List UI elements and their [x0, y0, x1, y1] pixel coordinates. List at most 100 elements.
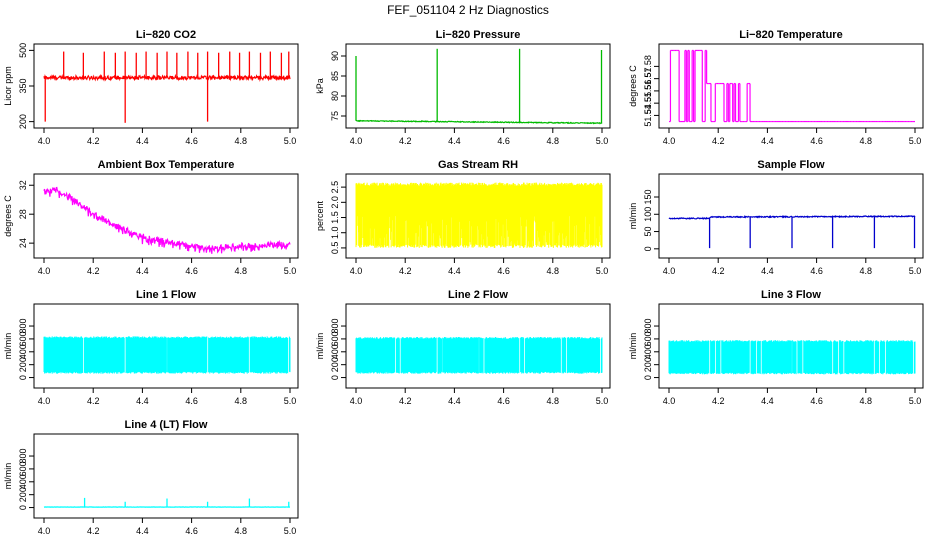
plot-frame — [345, 173, 611, 259]
chart-panel: Li−820 CO2 4.0 4.2 4.4 4.6 4.8 5.0 200 350 500 Lic… — [3, 29, 299, 146]
y-tick-label: 400 — [643, 344, 653, 359]
y-tick-label: 50 — [643, 227, 653, 237]
x-tick-label: 4.6 — [185, 136, 198, 146]
plot-frame — [33, 303, 299, 389]
y-axis-label: Licor ppm — [3, 66, 13, 106]
y-tick-label: 350 — [18, 78, 28, 93]
x-tick-label: 4.8 — [547, 396, 560, 406]
plot-frame — [345, 303, 611, 389]
x-tick-label: 4.4 — [136, 136, 149, 146]
plot-frame — [33, 43, 299, 129]
x-tick-label: 4.2 — [87, 136, 100, 146]
chart-panel: Sample Flow 4.0 4.2 4.4 4.6 4.8 5.0 0 50 100 150 ml… — [628, 159, 924, 276]
x-tick-label: 4.0 — [350, 266, 363, 276]
data-layer — [43, 186, 291, 254]
x-tick-label: 5.0 — [909, 266, 922, 276]
x-tick-label: 4.6 — [810, 266, 823, 276]
y-tick-label: 0 — [18, 505, 28, 510]
y-tick-label: 51.57 — [643, 67, 653, 90]
y-tick-label: 2.0 — [330, 196, 340, 209]
x-tick-label: 5.0 — [596, 136, 609, 146]
chart-panel: Li−820 Pressure 4.0 4.2 4.4 4.6 4.8 5.0 75 80 85 9… — [315, 29, 611, 146]
x-tick-label: 4.4 — [761, 136, 774, 146]
plot-frame — [658, 43, 924, 129]
x-tick-label: 4.8 — [860, 266, 873, 276]
y-tick-label: 51.55 — [643, 92, 653, 115]
y-tick-label: 800 — [330, 319, 340, 334]
y-tick-label: 100 — [643, 207, 653, 222]
y-tick-label: 200 — [330, 357, 340, 372]
y-tick-label: 800 — [643, 319, 653, 334]
x-tick-label: 4.8 — [547, 136, 560, 146]
data-layer — [668, 340, 916, 375]
data-layer — [43, 497, 290, 508]
x-tick-label: 5.0 — [284, 396, 297, 406]
x-tick-label: 4.6 — [497, 136, 510, 146]
x-tick-label: 5.0 — [909, 396, 922, 406]
x-tick-label: 5.0 — [284, 136, 297, 146]
x-tick-label: 5.0 — [284, 266, 297, 276]
y-tick-label: 32 — [18, 180, 28, 190]
y-tick-label: 90 — [330, 51, 340, 61]
x-tick-label: 4.4 — [761, 266, 774, 276]
x-tick-label: 4.8 — [235, 526, 248, 536]
panel-title: Li−820 CO2 — [136, 29, 196, 41]
x-tick-label: 4.4 — [761, 396, 774, 406]
y-tick-label: 600 — [18, 461, 28, 476]
y-tick-label: 600 — [18, 331, 28, 346]
y-tick-label: 400 — [18, 344, 28, 359]
x-tick-label: 4.2 — [399, 266, 412, 276]
y-axis-label: ml/min — [315, 333, 325, 360]
x-tick-label: 4.4 — [136, 266, 149, 276]
data-layer — [43, 51, 291, 123]
panel-title: Li−820 Temperature — [739, 29, 842, 41]
x-tick-label: 4.8 — [547, 266, 560, 276]
x-tick-label: 4.6 — [185, 526, 198, 536]
y-axis-label: ml/min — [3, 463, 13, 490]
panel-title: Line 1 Flow — [136, 289, 196, 301]
chart-panel: Line 3 Flow 4.0 4.2 4.4 4.6 4.8 5.0 0 2004006008… — [628, 289, 924, 406]
figure-title: FEF_051104 2 Hz Diagnostics — [387, 3, 549, 17]
x-tick-label: 4.8 — [235, 396, 248, 406]
panel-title: Ambient Box Temperature — [98, 159, 235, 171]
y-tick-label: 1.5 — [330, 211, 340, 224]
x-tick-label: 4.6 — [185, 266, 198, 276]
y-tick-label: 800 — [18, 449, 28, 464]
series-line — [356, 119, 603, 125]
y-tick-label: 85 — [330, 71, 340, 81]
data-layer — [355, 182, 603, 248]
x-tick-label: 4.0 — [663, 136, 676, 146]
x-tick-label: 4.2 — [712, 136, 725, 146]
y-axis-label: degrees C — [3, 195, 13, 237]
y-tick-label: 150 — [643, 189, 653, 204]
y-tick-label: 0 — [330, 375, 340, 380]
plot-frame — [345, 43, 611, 129]
y-tick-label: 51.56 — [643, 80, 653, 103]
y-axis-label: ml/min — [628, 333, 638, 360]
panel-title: Gas Stream RH — [438, 159, 518, 171]
y-tick-label: 51.58 — [643, 55, 653, 78]
y-tick-label: 0 — [643, 375, 653, 380]
x-tick-label: 4.8 — [860, 136, 873, 146]
x-tick-label: 4.2 — [712, 266, 725, 276]
data-layer — [669, 49, 915, 123]
series-line — [43, 186, 291, 254]
y-axis-label: kPa — [315, 78, 325, 94]
x-tick-label: 4.0 — [38, 266, 51, 276]
y-tick-label: 500 — [18, 43, 28, 58]
y-tick-label: 28 — [18, 209, 28, 219]
data-layer — [668, 214, 916, 249]
y-tick-label: 0 — [18, 375, 28, 380]
y-tick-label: 400 — [330, 344, 340, 359]
x-tick-label: 5.0 — [596, 266, 609, 276]
x-tick-label: 5.0 — [909, 136, 922, 146]
chart-panel: Line 2 Flow 4.0 4.2 4.4 4.6 4.8 5.0 0 2004006008… — [315, 289, 611, 406]
x-tick-label: 4.0 — [38, 136, 51, 146]
x-tick-label: 4.4 — [448, 136, 461, 146]
x-tick-label: 4.4 — [136, 396, 149, 406]
x-tick-label: 4.2 — [712, 396, 725, 406]
x-tick-label: 4.0 — [663, 266, 676, 276]
y-tick-label: 2.5 — [330, 181, 340, 194]
y-tick-label: 80 — [330, 91, 340, 101]
x-tick-label: 4.2 — [87, 526, 100, 536]
